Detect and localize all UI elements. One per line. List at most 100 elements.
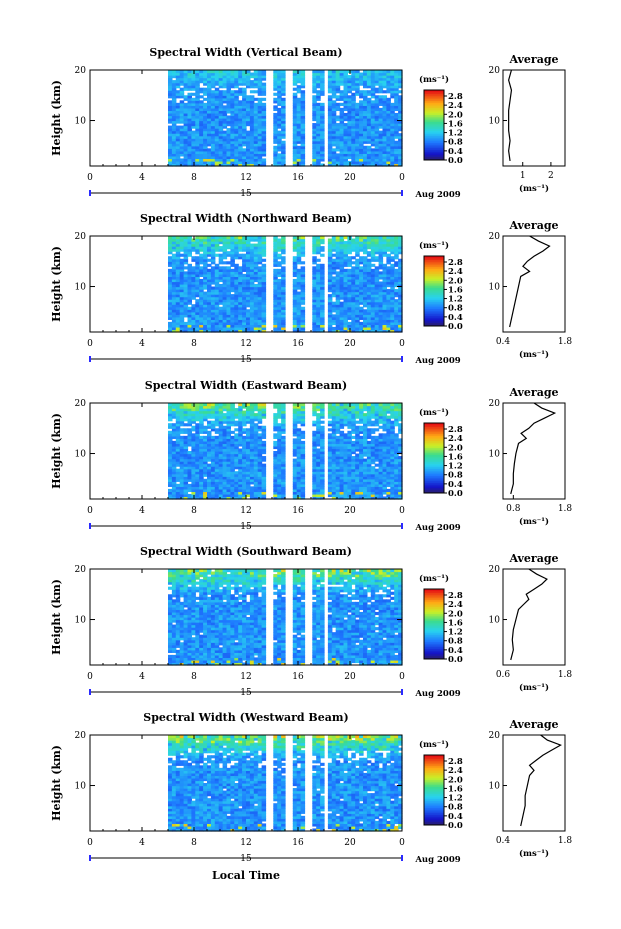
heatmap-cell — [312, 153, 317, 157]
heatmap-cell — [171, 289, 177, 293]
heatmap-cell — [253, 456, 259, 460]
heatmap-cell — [191, 448, 196, 452]
heatmap-cell — [312, 248, 317, 252]
heatmap-cell — [195, 105, 200, 109]
heatmap-cell — [331, 100, 337, 104]
heatmap-cell — [316, 236, 321, 240]
heatmap-cell — [386, 294, 391, 298]
heatmap-cell — [320, 80, 325, 84]
heatmap-cell — [207, 448, 212, 452]
heatmap-cell — [300, 271, 306, 275]
heatmap-cell — [296, 276, 302, 280]
heatmap-cell — [261, 329, 267, 333]
heatmap-cell — [214, 324, 220, 328]
heatmap-cell — [214, 326, 220, 331]
heatmap-cell — [378, 276, 384, 280]
heatmap-cell — [175, 451, 181, 455]
heatmap-cell — [382, 102, 387, 106]
heatmap-cell — [355, 316, 360, 320]
heatmap-cell — [242, 82, 247, 86]
heatmap-cell — [207, 87, 212, 91]
heatmap-cell — [214, 95, 220, 99]
heatmap-cell — [327, 329, 333, 333]
heatmap-cell — [292, 110, 298, 114]
heatmap-cell — [234, 273, 239, 278]
heatmap-cell — [378, 243, 384, 247]
heatmap-cell — [214, 266, 220, 270]
heatmap-cell — [234, 326, 239, 331]
heatmap-cell — [168, 160, 173, 165]
heatmap-cell — [292, 87, 298, 91]
heatmap-cell — [195, 135, 200, 139]
heatmap-cell — [363, 107, 368, 112]
heatmap-cell — [226, 430, 231, 434]
heatmap-cell — [296, 97, 302, 101]
heatmap-cell — [359, 110, 364, 114]
heatmap-cell — [218, 120, 224, 124]
heatmap-cell — [366, 115, 372, 119]
heatmap-cell — [234, 256, 239, 260]
heatmap-cell — [238, 408, 243, 412]
heatmap-cell — [234, 296, 239, 300]
heatmap-cell — [398, 301, 403, 305]
heatmap-cell — [386, 107, 391, 112]
heatmap-cell — [191, 85, 196, 89]
heatmap-cell — [210, 491, 216, 495]
heatmap-cell — [179, 92, 185, 96]
heatmap-cell — [370, 271, 376, 275]
heatmap-cell — [378, 123, 384, 127]
heatmap-cell — [296, 248, 302, 252]
heatmap-cell — [273, 150, 278, 154]
heatmap-cell — [374, 90, 380, 94]
heatmap-cell — [253, 453, 259, 457]
heatmap-cell — [226, 115, 231, 119]
heatmap-cell — [171, 238, 177, 242]
heatmap-cell — [292, 72, 298, 76]
heatmap-cell — [300, 251, 306, 255]
heatmap-cell — [199, 87, 204, 91]
heatmap-cell — [203, 158, 208, 162]
heatmap-cell — [191, 471, 196, 475]
heatmap-cell — [390, 326, 395, 331]
heatmap-cell — [277, 92, 282, 96]
heatmap-cell — [390, 92, 395, 96]
heatmap-cell — [195, 451, 200, 455]
heatmap-cell — [214, 102, 220, 106]
heatmap-cell — [355, 301, 360, 305]
heatmap-cell — [246, 268, 251, 272]
heatmap-cell — [281, 488, 286, 493]
heatmap-cell — [195, 70, 200, 74]
heatmap-cell — [335, 115, 341, 119]
heatmap-cell — [398, 309, 403, 313]
heatmap-cell — [214, 483, 220, 487]
heatmap-cell — [378, 253, 384, 257]
heatmap-cell — [168, 133, 173, 137]
heatmap-cell — [292, 135, 298, 139]
heatmap-cell — [179, 143, 185, 147]
heatmap-cell — [238, 153, 243, 157]
heatmap-cell — [331, 294, 337, 298]
heatmap-cell — [370, 304, 376, 308]
heatmap-cell — [230, 102, 235, 106]
heatmap-cell — [257, 266, 263, 270]
heatmap-cell — [370, 87, 376, 91]
heatmap-cell — [222, 408, 228, 412]
heatmap-cell — [187, 128, 192, 132]
heatmap-cell — [187, 140, 192, 144]
heatmap-cell — [331, 253, 337, 257]
heatmap-cell — [292, 160, 298, 165]
heatmap-cell — [273, 72, 278, 76]
heatmap-cell — [378, 321, 384, 326]
heatmap-cell — [238, 471, 243, 475]
heatmap-cell — [253, 90, 259, 94]
heatmap-cell — [273, 314, 278, 318]
heatmap-cell — [171, 430, 177, 434]
heatmap-cell — [390, 324, 395, 328]
colorbar-segment — [424, 289, 444, 292]
heatmap-cell — [312, 276, 317, 280]
heatmap-cell — [249, 430, 255, 434]
heatmap-cell — [327, 309, 333, 313]
heatmap-cell — [234, 92, 239, 96]
heatmap-cell — [214, 486, 220, 490]
